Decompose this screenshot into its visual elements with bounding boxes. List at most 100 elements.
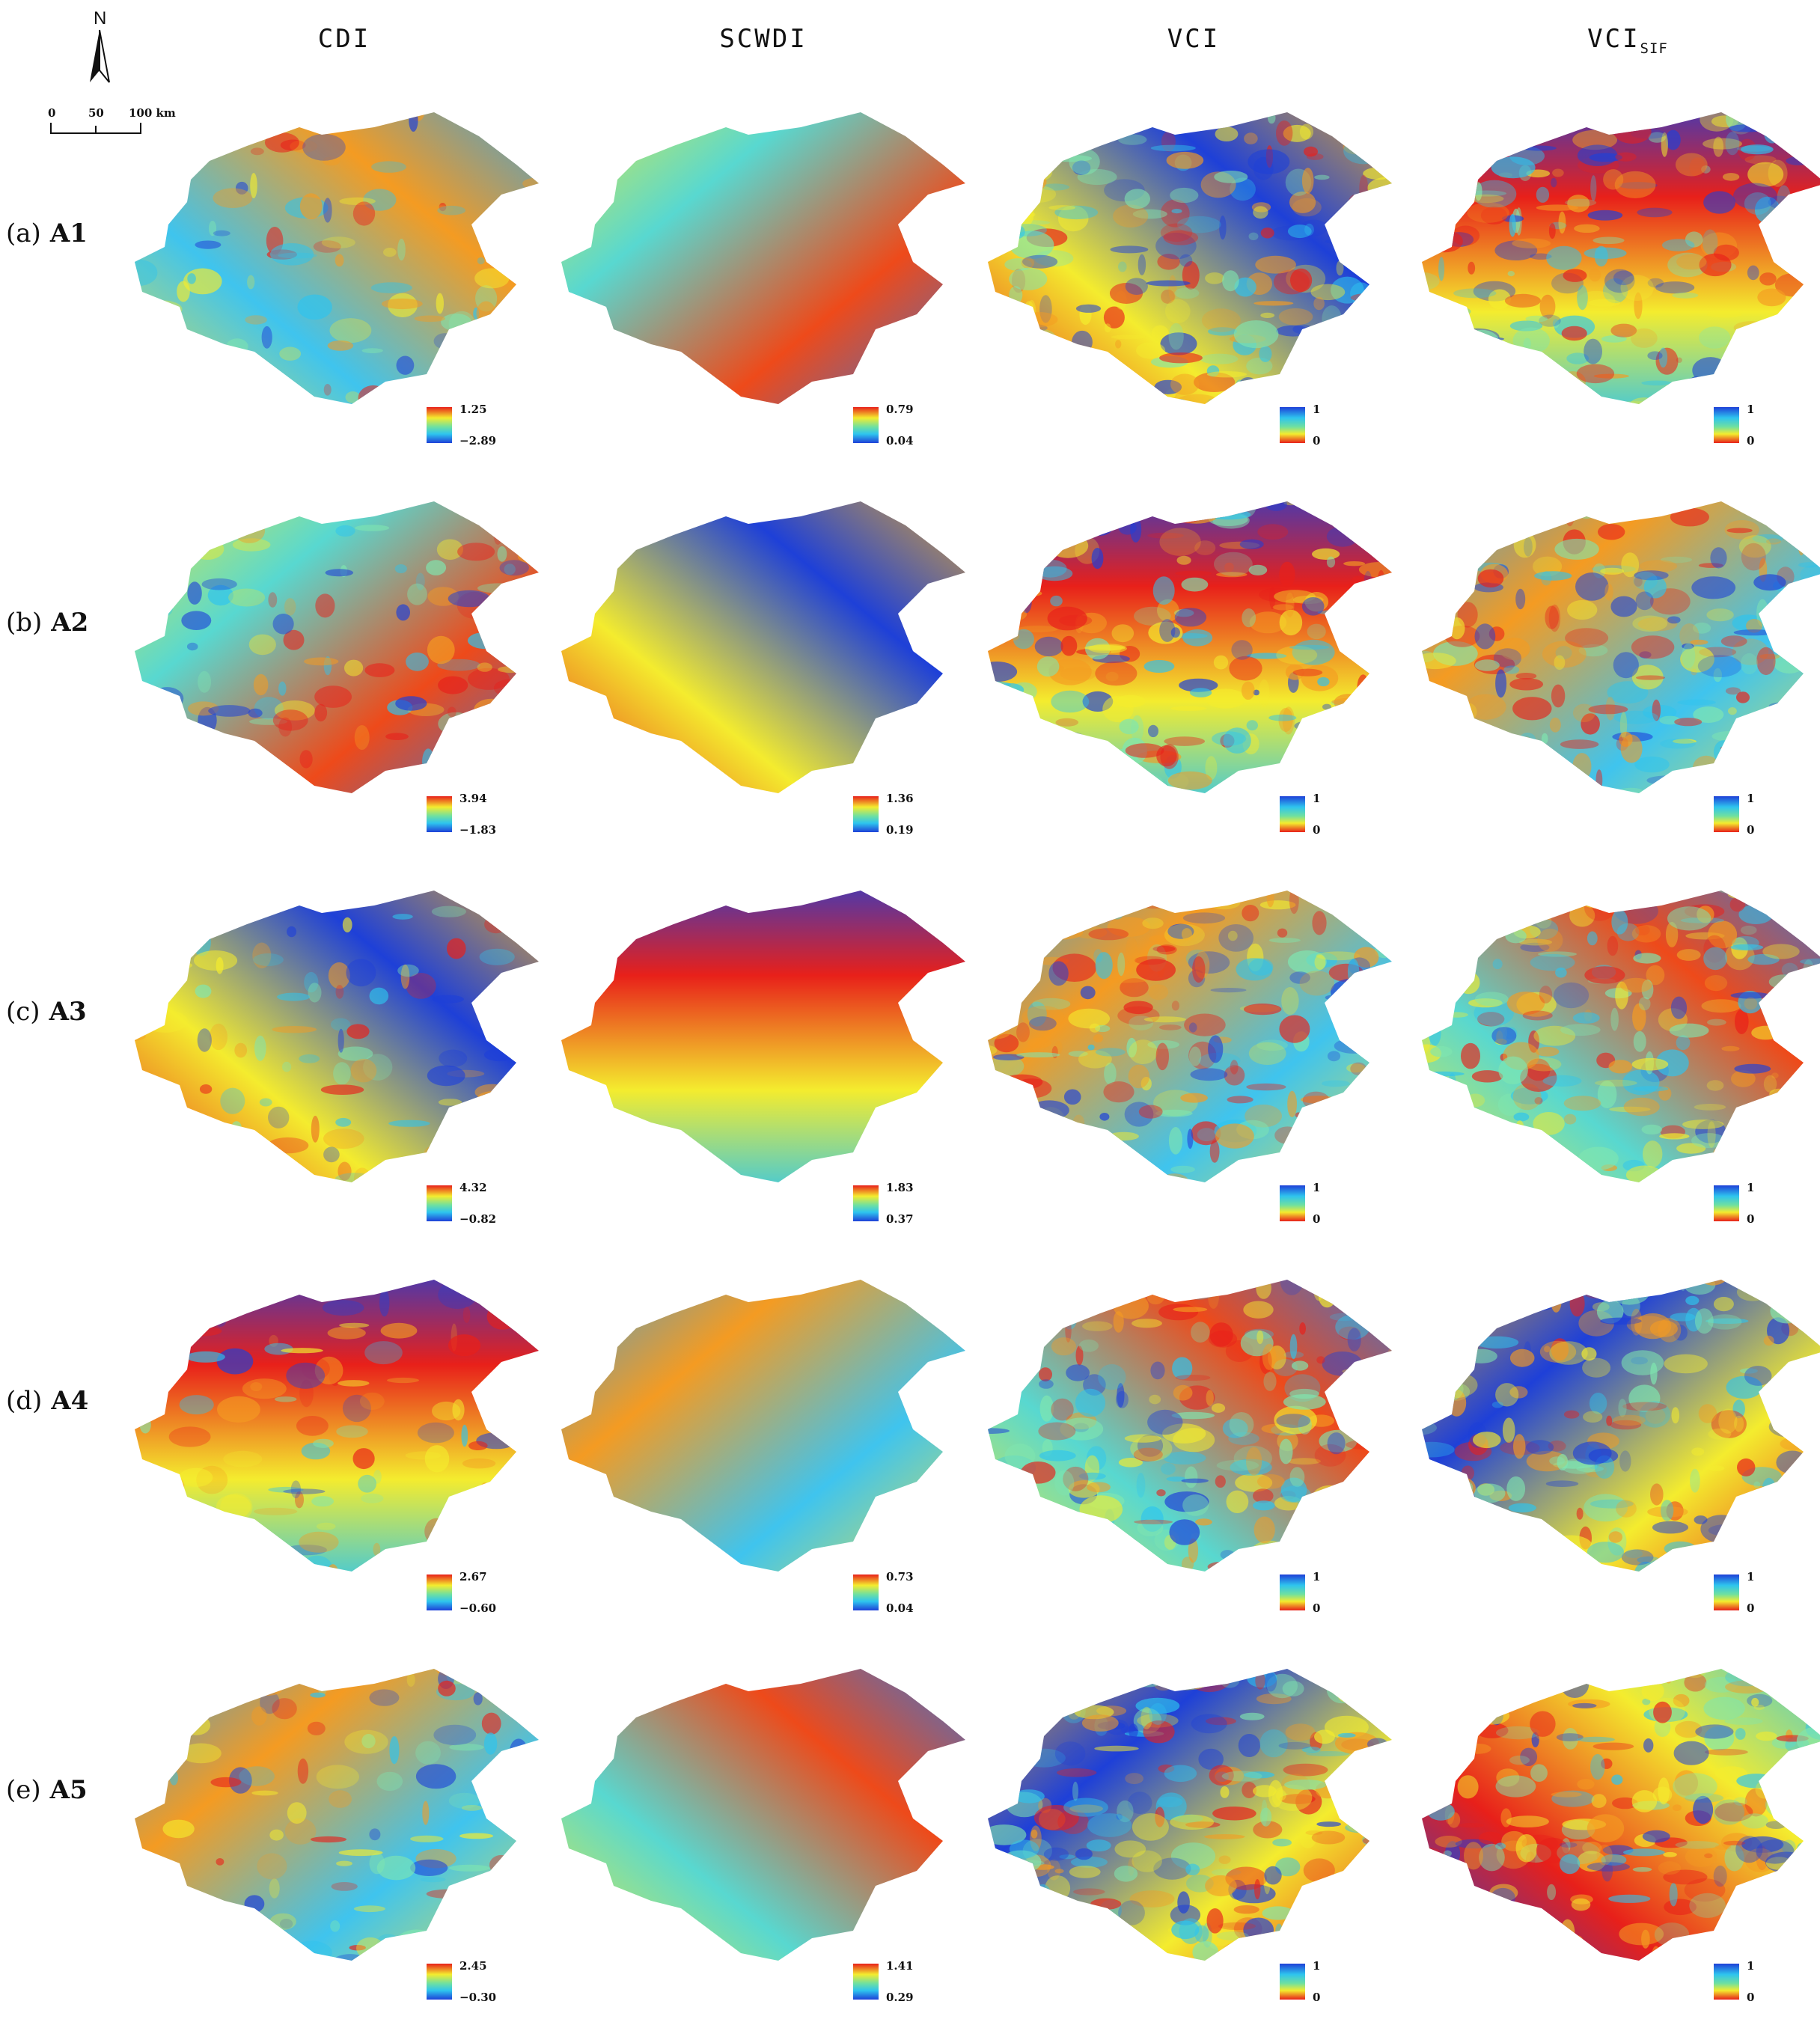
colorbar-max: 1.36 — [886, 792, 914, 805]
colorbar-max: 0.79 — [886, 403, 914, 416]
colorbar-max: 3.94 — [459, 792, 487, 805]
colorbar-min: 0 — [1313, 1212, 1320, 1226]
colorbar — [853, 1185, 879, 1221]
colorbar-min: 0 — [1747, 823, 1754, 837]
region-map — [980, 861, 1399, 1205]
region-map — [980, 1639, 1399, 1983]
colorbar — [1714, 1185, 1739, 1221]
colorbar — [1714, 1575, 1739, 1610]
colorbar — [1714, 1964, 1739, 2000]
colorbar-legend: 1.41 0.29 — [853, 1961, 943, 2006]
region-map — [554, 861, 973, 1205]
region-map — [554, 471, 973, 816]
colorbar-max: 2.45 — [459, 1959, 487, 1973]
colorbar-max: 1 — [1747, 1570, 1754, 1583]
colorbar-min: 0.04 — [886, 1601, 914, 1615]
colorbar-min: 0.37 — [886, 1212, 914, 1226]
colorbar — [853, 796, 879, 832]
colorbar — [1280, 1575, 1305, 1610]
region-map — [554, 1250, 973, 1594]
colorbar-min: 0 — [1747, 1212, 1754, 1226]
colorbar-legend: 1.36 0.19 — [853, 793, 943, 838]
map-panel-r4-c1: 2.67 −0.60 — [127, 1250, 561, 1639]
colorbar-min: 0 — [1747, 434, 1754, 448]
region-map — [1414, 1250, 1820, 1594]
row-label-a1: (a)A1 — [6, 219, 141, 248]
colorbar-min: 0 — [1747, 1991, 1754, 2004]
colorbar-max: 1 — [1313, 1959, 1320, 1973]
colorbar-min: −0.60 — [459, 1601, 496, 1615]
region-map — [1414, 82, 1820, 427]
region-map — [1414, 471, 1820, 816]
colorbar-min: 0.29 — [886, 1991, 914, 2004]
region-map — [980, 1250, 1399, 1594]
region-map — [554, 82, 973, 427]
colorbar-legend: 4.32−0.82 — [427, 1182, 516, 1227]
north-arrow: N — [75, 7, 127, 90]
colorbar-max: 1 — [1747, 1959, 1754, 1973]
colorbar-max: 1.25 — [459, 403, 487, 416]
colorbar-min: 0 — [1747, 1601, 1754, 1615]
region-map — [127, 82, 546, 427]
colorbar — [427, 407, 452, 443]
colorbar-min: 0 — [1313, 434, 1320, 448]
colorbar-min: −2.89 — [459, 434, 496, 448]
colorbar-max: 0.73 — [886, 1570, 914, 1583]
map-panel-r5-c1: 2.45−0.30 — [127, 1639, 561, 2028]
region-map — [127, 471, 546, 816]
colorbar-min: −0.82 — [459, 1212, 496, 1226]
region-map — [1414, 861, 1820, 1205]
colorbar-min: 0 — [1313, 823, 1320, 837]
colorbar — [427, 1185, 452, 1221]
colorbar-min: −1.83 — [459, 823, 496, 837]
colorbar — [853, 407, 879, 443]
colorbar — [1280, 1964, 1305, 2000]
row-label-a3: (c)A3 — [6, 997, 141, 1027]
column-title-vci-sif: VCISIF — [1418, 24, 1820, 57]
region-map — [554, 1639, 973, 1983]
colorbar-max: 2.67 — [459, 1570, 487, 1583]
colorbar-max: 1 — [1313, 1181, 1320, 1194]
colorbar-max: 1.41 — [886, 1959, 914, 1973]
colorbar — [1714, 796, 1739, 832]
colorbar-max: 1 — [1313, 403, 1320, 416]
colorbar — [427, 1964, 452, 2000]
colorbar-legend: 0.73 0.04 — [853, 1572, 943, 1616]
north-arrow-icon: N — [75, 7, 127, 90]
region-map — [1414, 1639, 1820, 1983]
colorbar-max: 1 — [1747, 1181, 1754, 1194]
colorbar-max: 1 — [1313, 792, 1320, 805]
colorbar — [1714, 407, 1739, 443]
colorbar-min: 0.19 — [886, 823, 914, 837]
colorbar-max: 1 — [1747, 792, 1754, 805]
colorbar-legend: 1.25 −2.89 — [427, 404, 516, 449]
row-label-a5: (e)A5 — [6, 1775, 141, 1805]
column-title-scwdi: SCWDI — [554, 24, 973, 57]
scale-tick-50: 50 — [88, 106, 104, 120]
region-map — [127, 1639, 546, 1983]
region-map — [127, 861, 546, 1205]
map-panel-r3-c1: 4.32−0.82 — [127, 861, 561, 1250]
colorbar-legend: 3.94 −1.83 — [427, 793, 516, 838]
column-title-cdi: CDI — [135, 24, 554, 57]
row-label-a2: (b)A2 — [6, 608, 141, 638]
region-map — [980, 471, 1399, 816]
colorbar — [853, 1575, 879, 1610]
